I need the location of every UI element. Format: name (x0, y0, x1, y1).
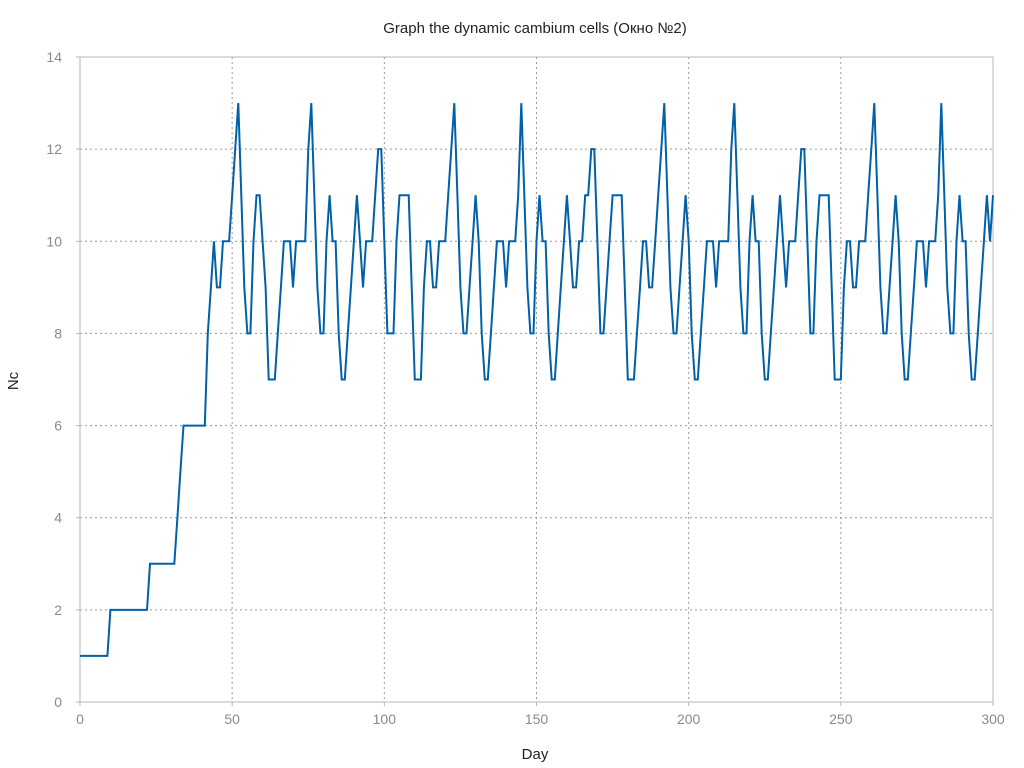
x-tick-label: 100 (373, 711, 397, 727)
x-tick-label: 200 (677, 711, 701, 727)
x-axis-label: Day (522, 746, 549, 763)
y-tick-label: 10 (46, 233, 62, 249)
y-axis-label: Nc (5, 371, 22, 390)
y-tick-label: 2 (54, 602, 62, 618)
grid (80, 57, 993, 702)
x-tick-label: 50 (224, 711, 240, 727)
x-tick-label: 150 (525, 711, 549, 727)
y-tick-label: 12 (46, 141, 62, 157)
x-tick-label: 300 (981, 711, 1005, 727)
series-layer (80, 103, 994, 657)
axis-ticks: 0 50 100 150 200 250 300 0 2 4 6 8 10 12 14 (46, 49, 1004, 727)
series-line (80, 103, 994, 657)
x-tick-label: 0 (76, 711, 84, 727)
y-tick-label: 8 (54, 325, 62, 341)
y-tick-label: 4 (54, 510, 62, 526)
x-tick-label: 250 (829, 711, 853, 727)
chart-title: Graph the dynamic cambium cells (Окно №2… (383, 20, 687, 37)
y-tick-label: 6 (54, 418, 62, 434)
y-tick-label: 14 (46, 49, 62, 65)
y-tick-label: 0 (54, 694, 62, 710)
